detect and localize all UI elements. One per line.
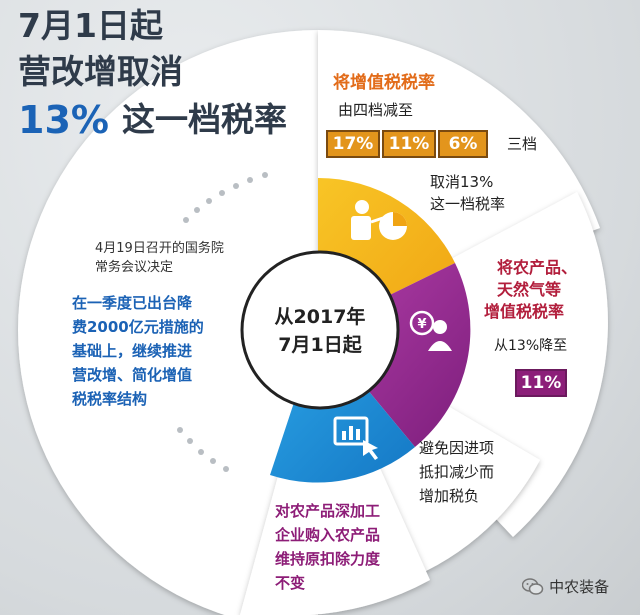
headline-line2: 营改增取消	[18, 52, 183, 91]
right-title-line: 天然气等	[497, 280, 562, 299]
cancel-line2: 这一档税率	[430, 195, 506, 213]
top-right-subtitle: 由四档减至	[338, 101, 414, 119]
top-right-title: 将增值税税率	[333, 73, 435, 93]
lower-right-line: 避免因进项	[419, 439, 495, 457]
rate-box-17: 17%	[326, 130, 380, 158]
headline-line3: 这一档税率	[122, 100, 287, 139]
rate-box-6: 6%	[438, 130, 488, 158]
dotted-arc	[177, 172, 268, 472]
new-rate-box: 11%	[515, 369, 567, 397]
logo-text: 中农装备	[549, 578, 610, 596]
bottom-line: 不变	[275, 574, 306, 592]
bottom-line: 对农产品深加工	[275, 502, 381, 520]
left-body-line: 费2000亿元措施的	[72, 318, 204, 336]
bottom-line: 维持原扣除力度	[275, 550, 381, 568]
cancel-line1: 取消13%	[430, 173, 494, 191]
yen-person-icon: ¥	[409, 310, 452, 351]
left-body-line: 基础上，继续推进	[72, 342, 193, 360]
presentation-icon	[351, 200, 407, 240]
svg-text:¥: ¥	[417, 317, 426, 332]
wechat-logo-icon	[521, 577, 544, 595]
lower-right-line: 增加税负	[419, 487, 480, 505]
center-circle	[240, 250, 400, 410]
left-body-line: 税税率结构	[72, 390, 148, 408]
left-body-line: 营改增、简化增值	[72, 366, 193, 384]
center-line1: 从2017年	[274, 306, 366, 328]
left-note-line1: 4月19日召开的国务院	[95, 241, 224, 256]
headline-rate: 13%	[18, 98, 109, 142]
bottom-line: 企业购入农产品	[275, 526, 381, 544]
right-from-text: 从13%降至	[494, 338, 568, 354]
chart-touch-icon	[333, 416, 378, 460]
left-body-line: 在一季度已出台降	[72, 294, 193, 312]
lower-right-line: 抵扣减少而	[419, 463, 495, 481]
right-title-line: 增值税税率	[484, 302, 565, 321]
headline-line1: 7月1日起	[18, 6, 163, 45]
center-line2: 7月1日起	[278, 334, 362, 356]
left-white-disc	[18, 30, 318, 615]
rates-suffix: 三档	[507, 135, 538, 153]
right-title-line: 将农产品、	[497, 258, 578, 277]
left-note-line2: 常务会议决定	[95, 260, 174, 275]
wechat-logo: 中农装备	[521, 576, 610, 597]
rate-box-11: 11%	[382, 130, 436, 158]
